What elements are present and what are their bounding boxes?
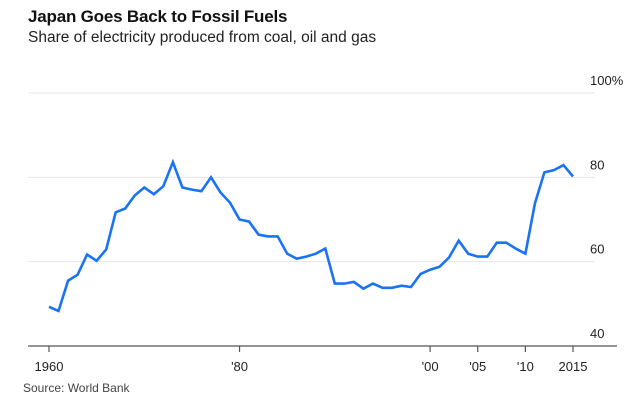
y-tick-label: 100% bbox=[590, 73, 624, 88]
y-axis-tick-labels: 100% 80 60 40 bbox=[590, 73, 624, 341]
x-tick-label: '05 bbox=[469, 359, 486, 374]
gridlines bbox=[28, 92, 595, 263]
series-layer bbox=[48, 158, 574, 313]
y-tick-label: 80 bbox=[590, 157, 604, 172]
y-tick-label: 60 bbox=[590, 242, 604, 257]
chart-title: Japan Goes Back to Fossil Fuels bbox=[28, 7, 288, 26]
x-tick-label: 1960 bbox=[35, 359, 64, 374]
source-note: Source: World Bank bbox=[23, 381, 130, 395]
x-tick-label: '00 bbox=[422, 359, 439, 374]
x-tick-label: '10 bbox=[517, 359, 534, 374]
y-tick-label: 40 bbox=[590, 326, 604, 341]
x-axis-ticks: 1960 '80 '00 '05 '10 2015 bbox=[35, 346, 588, 374]
chart-subtitle: Share of electricity produced from coal,… bbox=[28, 29, 377, 46]
series-line bbox=[48, 158, 574, 313]
x-tick-label: '80 bbox=[231, 359, 248, 374]
x-tick-label: 2015 bbox=[559, 359, 588, 374]
